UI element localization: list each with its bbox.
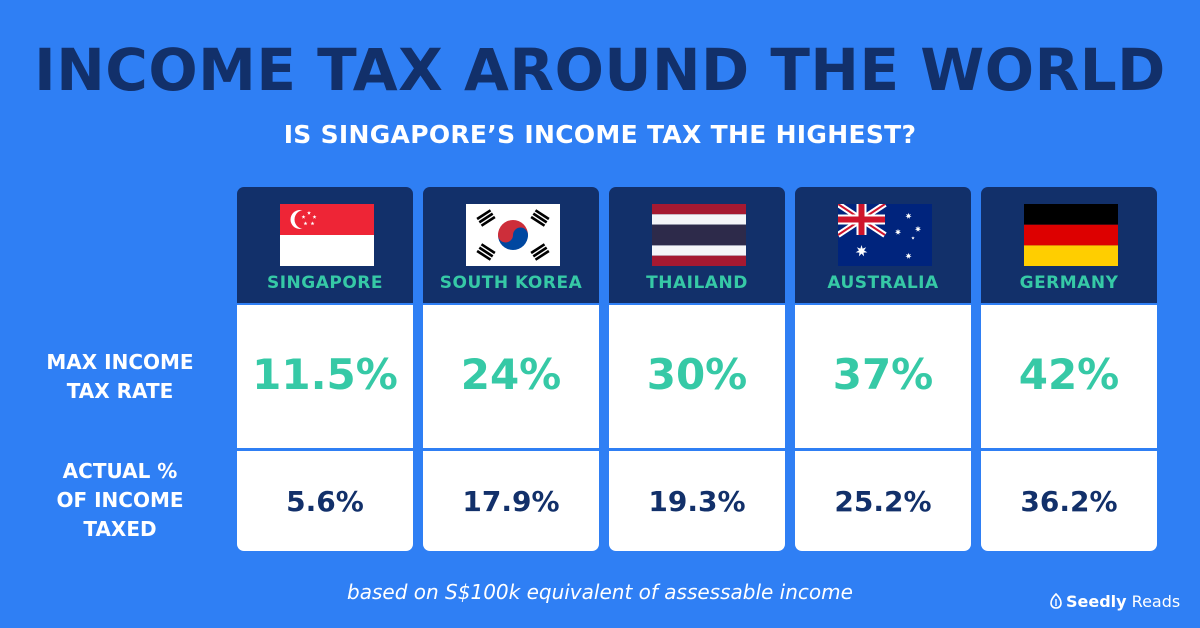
max-rate-cell: 30% <box>609 305 785 448</box>
max-rate-value: 42% <box>1018 350 1120 399</box>
column-singapore: SINGAPORE 11.5% 5.6% <box>237 187 413 551</box>
actual-rate-value: 19.3% <box>648 485 746 518</box>
seedly-leaf-icon <box>1050 593 1062 609</box>
seedly-reads-logo: Seedly Reads <box>1050 589 1190 615</box>
column-south-korea: SOUTH KOREA 24% 17.9% <box>423 187 599 551</box>
column-thailand: THAILAND 30% 19.3% <box>609 187 785 551</box>
max-rate-cell: 11.5% <box>237 305 413 448</box>
column-header: AUSTRALIA <box>795 187 971 303</box>
actual-rate-cell: 17.9% <box>423 451 599 551</box>
row-label-max-income-tax-rate: MAX INCOME TAX RATE <box>46 350 194 403</box>
actual-rate-cell: 5.6% <box>237 451 413 551</box>
column-australia: AUSTRALIA 37% 25.2% <box>795 187 971 551</box>
actual-rate-value: 5.6% <box>286 485 364 518</box>
page-title: INCOME TAX AROUND THE WORLD <box>34 36 1166 104</box>
brand-suffix: Reads <box>1126 592 1181 611</box>
max-rate-value: 24% <box>460 350 562 399</box>
max-rate-value: 37% <box>832 350 934 399</box>
max-rate-cell: 42% <box>981 305 1157 448</box>
thailand-flag <box>652 204 746 266</box>
brand-name: Seedly <box>1066 592 1127 611</box>
actual-rate-cell: 36.2% <box>981 451 1157 551</box>
column-header: SINGAPORE <box>237 187 413 303</box>
row-label-actual-income-taxed: ACTUAL % OF INCOME TAXED <box>56 459 184 541</box>
country-label: SOUTH KOREA <box>439 273 583 293</box>
country-label: GERMANY <box>1019 273 1119 293</box>
footnote: based on S$100k equivalent of assessable… <box>347 580 853 604</box>
actual-rate-value: 36.2% <box>1020 485 1118 518</box>
column-header: GERMANY <box>981 187 1157 303</box>
actual-rate-cell: 19.3% <box>609 451 785 551</box>
country-label: SINGAPORE <box>266 273 384 293</box>
actual-rate-value: 17.9% <box>462 485 560 518</box>
singapore-flag <box>280 204 374 266</box>
actual-rate-value: 25.2% <box>834 485 932 518</box>
germany-flag <box>1024 204 1118 266</box>
column-germany: GERMANY 42% 36.2% <box>981 187 1157 551</box>
page-subtitle: IS SINGAPORE’S INCOME TAX THE HIGHEST? <box>283 120 917 149</box>
country-label: AUSTRALIA <box>827 273 939 293</box>
column-header: THAILAND <box>609 187 785 303</box>
max-rate-cell: 24% <box>423 305 599 448</box>
max-rate-value: 11.5% <box>252 350 398 399</box>
australia-flag <box>838 204 932 266</box>
column-header: SOUTH KOREA <box>423 187 599 303</box>
south-korea-flag <box>466 204 560 266</box>
max-rate-cell: 37% <box>795 305 971 448</box>
actual-rate-cell: 25.2% <box>795 451 971 551</box>
country-label: THAILAND <box>646 273 748 293</box>
max-rate-value: 30% <box>646 350 748 399</box>
